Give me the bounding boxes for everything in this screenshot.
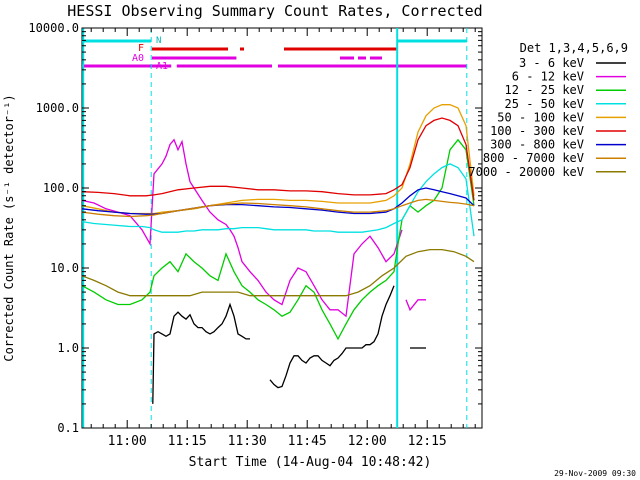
- flag-label-f: F: [138, 43, 144, 54]
- series-line-9: [81, 248, 475, 297]
- legend-label: 25 - 50 keV: [505, 97, 584, 111]
- flag-label-a0: A0: [132, 53, 144, 64]
- series-line-3: [81, 138, 475, 341]
- y-tick-label: 0.1: [57, 421, 79, 435]
- x-axis-label: Start Time (14-Aug-04 10:48:42): [189, 455, 432, 470]
- legend-label: 3 - 6 keV: [519, 56, 584, 70]
- x-tick-label: 11:30: [228, 434, 267, 449]
- legend-label: 50 - 100 keV: [497, 110, 584, 124]
- x-tick-label: 12:15: [408, 434, 447, 449]
- axes: 0.1 1.0 10.0 100.0 1000.0 10000.0 11:00 11:15 11…: [28, 21, 482, 449]
- legend-label: 300 - 800 keV: [490, 138, 584, 152]
- x-tick-label: 11:45: [288, 434, 327, 449]
- series-line-2: [405, 299, 426, 312]
- series-line-5: [81, 104, 475, 215]
- legend-title: Det 1,3,4,5,6,9: [520, 41, 628, 55]
- plot-frame: [81, 27, 483, 429]
- series-lines: [81, 104, 475, 404]
- legend-label: 12 - 25 keV: [505, 83, 584, 97]
- x-tick-label: 11:00: [108, 434, 147, 449]
- y-tick-label: 1.0: [57, 341, 79, 355]
- series-line-8: [81, 198, 475, 218]
- series-line-7: [81, 187, 475, 215]
- series-line-1: [152, 302, 250, 404]
- plot-area: [81, 27, 483, 429]
- y-tick-label: 10000.0: [28, 21, 79, 35]
- series-line-4: [81, 163, 475, 237]
- flag-label-a1: A1: [156, 61, 168, 72]
- series-line-1: [269, 285, 395, 389]
- legend-label: 7000 - 20000 keV: [468, 165, 584, 179]
- chart-title: HESSI Observing Summary Count Rates, Cor…: [67, 2, 482, 20]
- y-tick-label: 100.0: [43, 181, 79, 195]
- series-line-6: [81, 117, 475, 201]
- x-tick-label: 12:00: [348, 434, 387, 449]
- x-tick-label: 11:15: [168, 434, 207, 449]
- legend-label: 100 - 300 keV: [490, 124, 584, 138]
- series-line-2: [81, 138, 403, 318]
- y-axis-label: Corrected Count Rate (s⁻¹ detector⁻¹): [2, 94, 16, 361]
- y-tick-label: 10.0: [50, 261, 79, 275]
- flag-label-n: N: [156, 36, 161, 46]
- flag-bars: N FA0 A1: [82, 36, 467, 72]
- legend-label: 800 - 7000 keV: [483, 151, 584, 165]
- y-tick-label: 1000.0: [36, 101, 79, 115]
- timestamp: 29-Nov-2009 09:30: [554, 469, 636, 478]
- legend-label: 6 - 12 keV: [512, 70, 584, 84]
